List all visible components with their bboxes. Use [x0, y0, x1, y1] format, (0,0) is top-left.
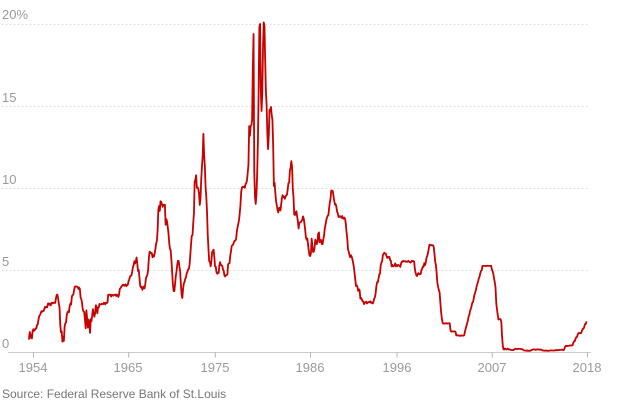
source-caption: Source: Federal Reserve Bank of St.Louis	[2, 387, 227, 401]
x-axis-tick-label: 1965	[113, 360, 143, 375]
x-axis-tick-label: 1986	[295, 360, 325, 375]
y-axis-tick-label: 5	[2, 254, 10, 269]
rate-line-series	[28, 21, 588, 352]
y-axis-tick-label: 20%	[2, 7, 29, 22]
x-axis-tick-label: 2007	[477, 360, 507, 375]
x-axis-tick-label: 1954	[18, 360, 48, 375]
y-axis-tick-label: 0	[2, 336, 10, 351]
x-axis-tick-label: 2018	[572, 360, 602, 375]
x-axis-tick-label: 1975	[200, 360, 230, 375]
x-axis-tick-label: 1996	[382, 360, 412, 375]
y-axis-tick-label: 10	[2, 172, 17, 187]
y-axis-tick-label: 15	[2, 90, 17, 105]
